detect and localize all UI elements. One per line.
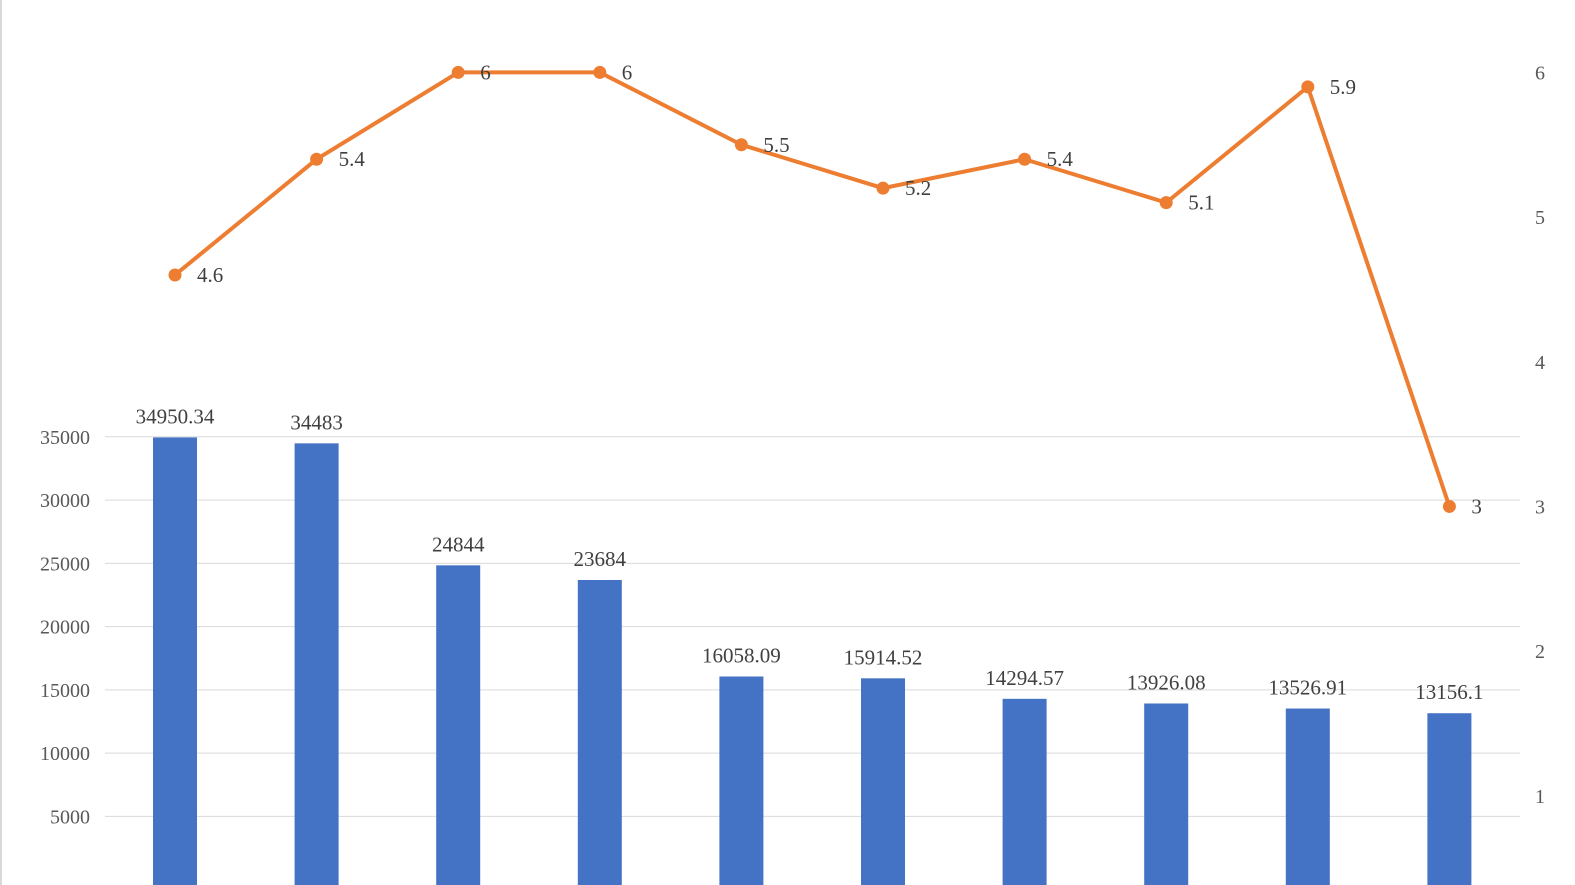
left-axis-tick-label: 35000 bbox=[40, 427, 90, 449]
line-data-label: 5.4 bbox=[1047, 147, 1074, 171]
line-point bbox=[734, 138, 748, 152]
bar bbox=[294, 443, 339, 885]
bar bbox=[719, 676, 764, 885]
bar bbox=[577, 580, 622, 885]
line-point bbox=[168, 268, 182, 282]
line-series-path bbox=[173, 70, 1452, 508]
left-axis-tick-label: 25000 bbox=[40, 553, 90, 575]
line-data-label: 6 bbox=[622, 60, 633, 84]
right-y-axis: 1 2 3 4 5 6 bbox=[1535, 62, 1545, 807]
line-point bbox=[1301, 80, 1315, 94]
bar bbox=[153, 437, 197, 885]
line-point bbox=[1018, 152, 1032, 166]
right-axis-tick-label: 6 bbox=[1535, 62, 1545, 84]
right-axis-tick-label: 3 bbox=[1535, 496, 1545, 518]
bar-data-label: 14294.57 bbox=[985, 666, 1064, 690]
line-data-label: 5.2 bbox=[905, 176, 931, 200]
line-data-label: 5.4 bbox=[339, 147, 366, 171]
line-data-label: 6 bbox=[480, 60, 491, 84]
line-data-labels: 4.6 5.4 6 6 5.5 5.2 5.4 5.1 5.9 3 bbox=[197, 60, 1482, 518]
line-data-label: 5.5 bbox=[763, 133, 789, 157]
bar-data-label: 24844 bbox=[432, 532, 485, 556]
right-axis-tick-label: 4 bbox=[1535, 352, 1545, 374]
right-axis-tick-label: 5 bbox=[1535, 207, 1545, 229]
bar bbox=[436, 565, 481, 885]
bar-data-label: 16058.09 bbox=[702, 644, 781, 668]
bar-data-labels: 34950.34 34483 24844 23684 16058.09 15914.52 1… bbox=[136, 404, 1484, 704]
bar-data-label: 34950.34 bbox=[136, 404, 215, 428]
line-data-label: 4.6 bbox=[197, 263, 223, 287]
bar-data-label: 23684 bbox=[574, 547, 627, 571]
bar-data-label: 13156.1 bbox=[1415, 680, 1483, 704]
line-point bbox=[451, 65, 465, 79]
left-axis-tick-label: 5000 bbox=[50, 806, 90, 828]
line-data-label: 5.9 bbox=[1330, 75, 1356, 99]
left-axis-tick-label: 15000 bbox=[40, 680, 90, 702]
right-axis-tick-label: 1 bbox=[1535, 786, 1545, 808]
bar-data-label: 34483 bbox=[290, 410, 343, 434]
chart-left-border bbox=[0, 0, 2, 885]
left-axis-tick-label: 30000 bbox=[40, 490, 90, 512]
bar bbox=[1002, 698, 1047, 885]
left-axis-tick-label: 10000 bbox=[40, 743, 90, 765]
left-y-axis: 5000 10000 15000 20000 25000 30000 35000 bbox=[40, 427, 90, 829]
line-point bbox=[876, 181, 890, 195]
bar-series bbox=[153, 437, 1472, 885]
bar bbox=[1427, 713, 1472, 885]
bar-data-label: 13926.08 bbox=[1127, 670, 1206, 694]
right-axis-tick-label: 2 bbox=[1535, 641, 1545, 663]
line-point bbox=[593, 65, 607, 79]
bar-data-label: 15914.52 bbox=[844, 645, 923, 669]
bar-data-label: 13526.91 bbox=[1268, 676, 1347, 700]
line-point bbox=[1442, 499, 1456, 513]
gridlines bbox=[105, 436, 1520, 817]
line-data-label: 5.1 bbox=[1188, 191, 1214, 215]
left-axis-tick-label: 20000 bbox=[40, 617, 90, 639]
bar bbox=[861, 678, 905, 885]
bar bbox=[1144, 703, 1189, 885]
bar bbox=[1285, 708, 1330, 885]
line-series bbox=[168, 65, 1456, 513]
line-point bbox=[310, 152, 324, 166]
line-data-label: 3 bbox=[1471, 494, 1482, 518]
line-point bbox=[1159, 196, 1173, 210]
